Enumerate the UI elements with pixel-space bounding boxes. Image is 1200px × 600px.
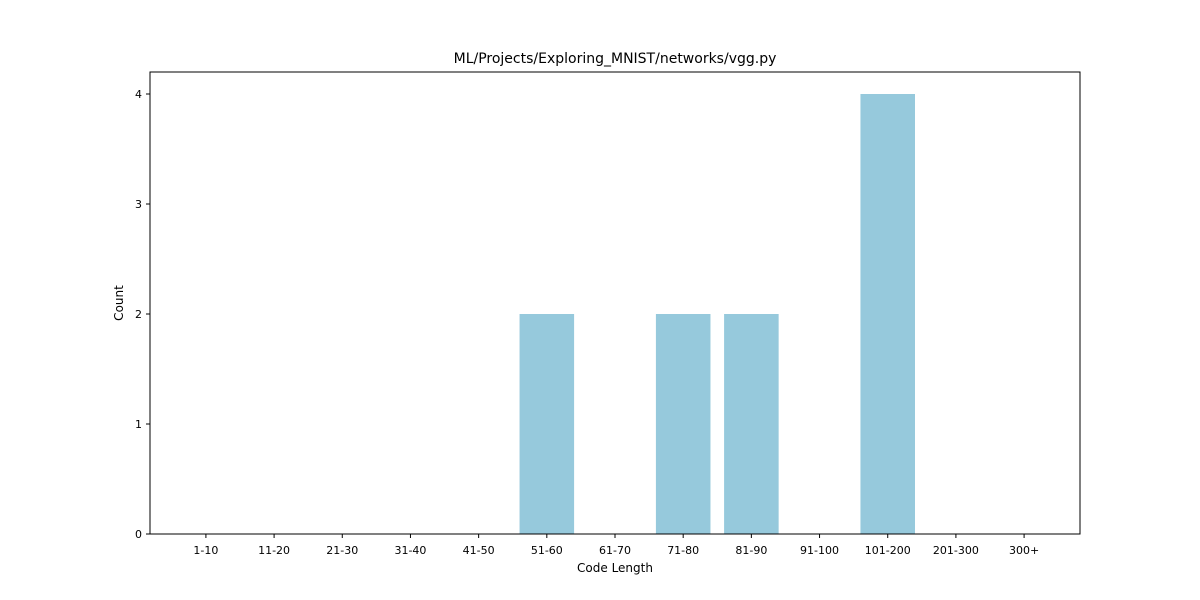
x-tick-label: 300+: [1009, 544, 1039, 557]
y-tick-label: 0: [135, 528, 142, 541]
y-tick-label: 3: [135, 198, 142, 211]
y-axis-ticks: 0 1 2 3 4: [135, 88, 150, 541]
bar-101-200: [860, 94, 915, 534]
x-tick-label: 91-100: [800, 544, 839, 557]
plot-frame: [149, 71, 1081, 535]
y-tick-label: 1: [135, 418, 142, 431]
x-tick-label: 81-90: [735, 544, 767, 557]
x-tick-label: 101-200: [865, 544, 911, 557]
x-axis-label: Code Length: [577, 561, 653, 575]
bar-71-80: [655, 314, 711, 534]
bars-group: [519, 94, 915, 534]
x-axis-ticks: 1-10 11-20 21-30 31-40 41-50 51-60 61-70 71-80 8…: [193, 534, 1039, 557]
x-tick-label: 201-300: [933, 544, 979, 557]
y-tick-label: 4: [135, 88, 142, 101]
x-tick-label: 51-60: [531, 544, 563, 557]
y-tick-label: 2: [135, 308, 142, 321]
x-tick-label: 71-80: [667, 544, 699, 557]
x-tick-label: 1-10: [193, 544, 218, 557]
x-tick-label: 31-40: [394, 544, 426, 557]
bar-51-60: [519, 314, 575, 534]
x-tick-label: 61-70: [599, 544, 631, 557]
chart-title: ML/Projects/Exploring_MNIST/networks/vgg…: [454, 51, 777, 67]
x-tick-label: 21-30: [326, 544, 358, 557]
x-tick-label: 41-50: [463, 544, 495, 557]
y-axis-label: Count: [112, 285, 126, 321]
x-tick-label: 11-20: [258, 544, 290, 557]
bar-81-90: [724, 314, 779, 534]
